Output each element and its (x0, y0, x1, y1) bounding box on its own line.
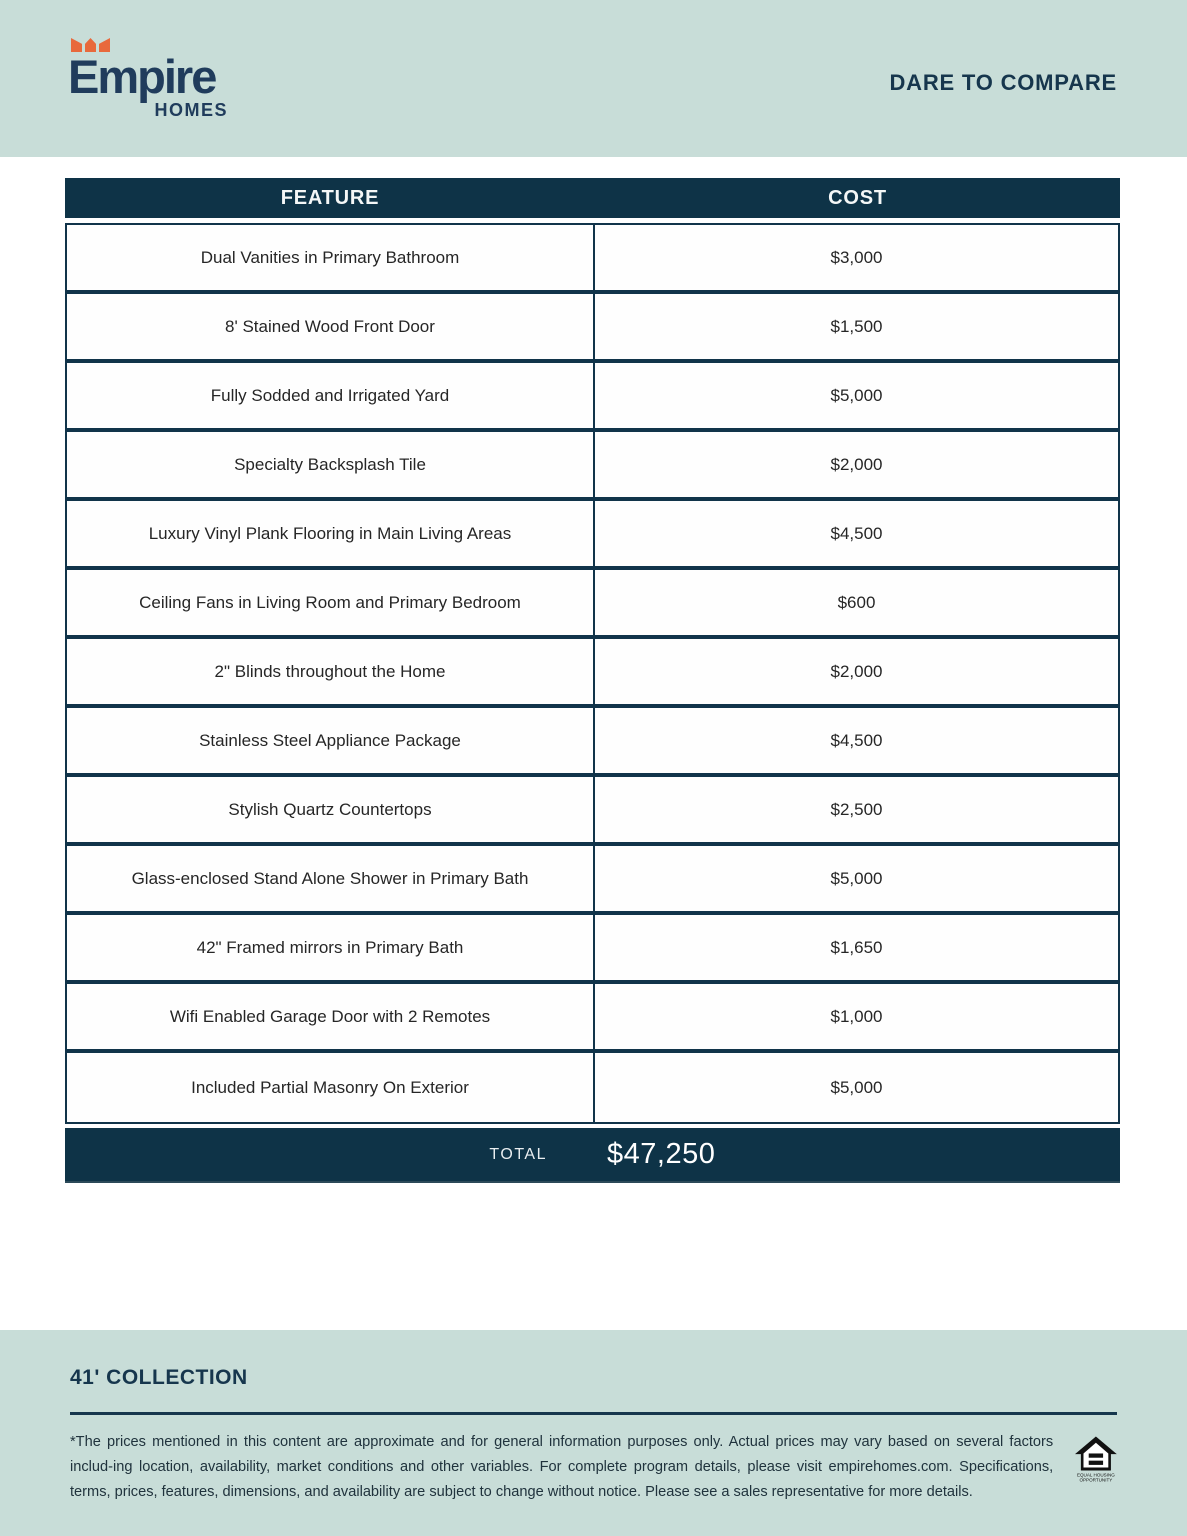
cost-cell: $1,650 (830, 937, 883, 957)
cost-cell: $4,500 (830, 730, 883, 750)
table-row: 2" Blinds throughout the Home $2,000 (67, 639, 1118, 708)
feature-cell: Specialty Backsplash Tile (67, 432, 595, 497)
page-title: DARE TO COMPARE (889, 70, 1117, 95)
feature-cell: Dual Vanities in Primary Bathroom (67, 225, 595, 290)
crown-icon (71, 38, 228, 52)
feature-cell: Fully Sodded and Irrigated Yard (67, 363, 595, 428)
cost-cell: $1,500 (830, 316, 883, 336)
table-row: 42" Framed mirrors in Primary Bath $1,650 (67, 915, 1118, 984)
cost-cell: $2,000 (830, 661, 883, 681)
table-row: Glass-enclosed Stand Alone Shower in Pri… (67, 846, 1118, 915)
footer-divider (70, 1412, 1117, 1415)
feature-cell: Included Partial Masonry On Exterior (67, 1053, 595, 1122)
brand-logo: Empire HOMES (68, 38, 228, 121)
feature-cell: Glass-enclosed Stand Alone Shower in Pri… (67, 846, 595, 911)
cost-cell: $5,000 (830, 1077, 883, 1097)
table-row: Fully Sodded and Irrigated Yard $5,000 (67, 363, 1118, 432)
table-row: Wifi Enabled Garage Door with 2 Remotes $… (67, 984, 1118, 1053)
feature-cell: 42" Framed mirrors in Primary Bath (67, 915, 595, 980)
disclaimer-text: *The prices mentioned in this content ar… (70, 1434, 1054, 1500)
table-row: Included Partial Masonry On Exterior $5,0… (67, 1053, 1118, 1122)
cost-cell: $2,000 (830, 454, 883, 474)
feature-cell: Ceiling Fans in Living Room and Primary … (67, 570, 595, 635)
cost-cell: $3,000 (830, 247, 883, 267)
feature-cell: Stylish Quartz Countertops (67, 777, 595, 842)
column-header-feature: FEATURE (280, 186, 380, 209)
comparison-table: FEATURE COST Dual Vanities in Primary Ba… (65, 178, 1120, 1183)
brand-name: Empire (68, 50, 217, 103)
total-value: $47,250 (607, 1138, 716, 1170)
feature-cell: Stainless Steel Appliance Package (67, 708, 595, 773)
cost-cell: $5,000 (830, 385, 883, 405)
feature-cell: 2" Blinds throughout the Home (67, 639, 595, 704)
crown-mark-left (71, 38, 82, 52)
table-row: Specialty Backsplash Tile $2,000 (67, 432, 1118, 501)
table-row: Ceiling Fans in Living Room and Primary … (67, 570, 1118, 639)
cost-cell: $4,500 (830, 523, 883, 543)
footer-banner: 41' COLLECTION *The prices mentioned in … (0, 1330, 1187, 1536)
table-row: Stylish Quartz Countertops $2,500 (67, 777, 1118, 846)
table-row: 8' Stained Wood Front Door $1,500 (67, 294, 1118, 363)
total-label: TOTAL (489, 1145, 547, 1163)
feature-cell: 8' Stained Wood Front Door (67, 294, 595, 359)
total-row: TOTAL $47,250 (65, 1128, 1120, 1183)
svg-text:OPPORTUNITY: OPPORTUNITY (1080, 1478, 1113, 1483)
cost-cell: $1,000 (830, 1006, 883, 1026)
table-row: Stainless Steel Appliance Package $4,500 (67, 708, 1118, 777)
cost-cell: $2,500 (830, 799, 883, 819)
cost-cell: $600 (837, 592, 876, 612)
table-header-row: FEATURE COST (65, 178, 1120, 218)
cost-cell: $5,000 (830, 868, 883, 888)
equal-housing-opportunity-icon: EQUAL HOUSING OPPORTUNITY (1075, 1436, 1117, 1483)
table-body: Dual Vanities in Primary Bathroom $3,000 8… (65, 223, 1120, 1124)
svg-text:EQUAL HOUSING: EQUAL HOUSING (1077, 1472, 1115, 1477)
crown-mark-right (99, 38, 110, 52)
crown-mark-middle (85, 38, 96, 52)
feature-cell: Wifi Enabled Garage Door with 2 Remotes (67, 984, 595, 1049)
feature-cell: Luxury Vinyl Plank Flooring in Main Livi… (67, 501, 595, 566)
footer-row: *The prices mentioned in this content ar… (70, 1430, 1117, 1504)
collection-title: 41' COLLECTION (70, 1366, 248, 1389)
brand-sub-name: HOMES (154, 100, 228, 121)
table-row: Luxury Vinyl Plank Flooring in Main Livi… (67, 501, 1118, 570)
column-header-cost: COST (828, 186, 887, 209)
table-row: Dual Vanities in Primary Bathroom $3,000 (67, 225, 1118, 294)
top-banner: Empire HOMES DARE TO COMPARE (0, 0, 1187, 157)
